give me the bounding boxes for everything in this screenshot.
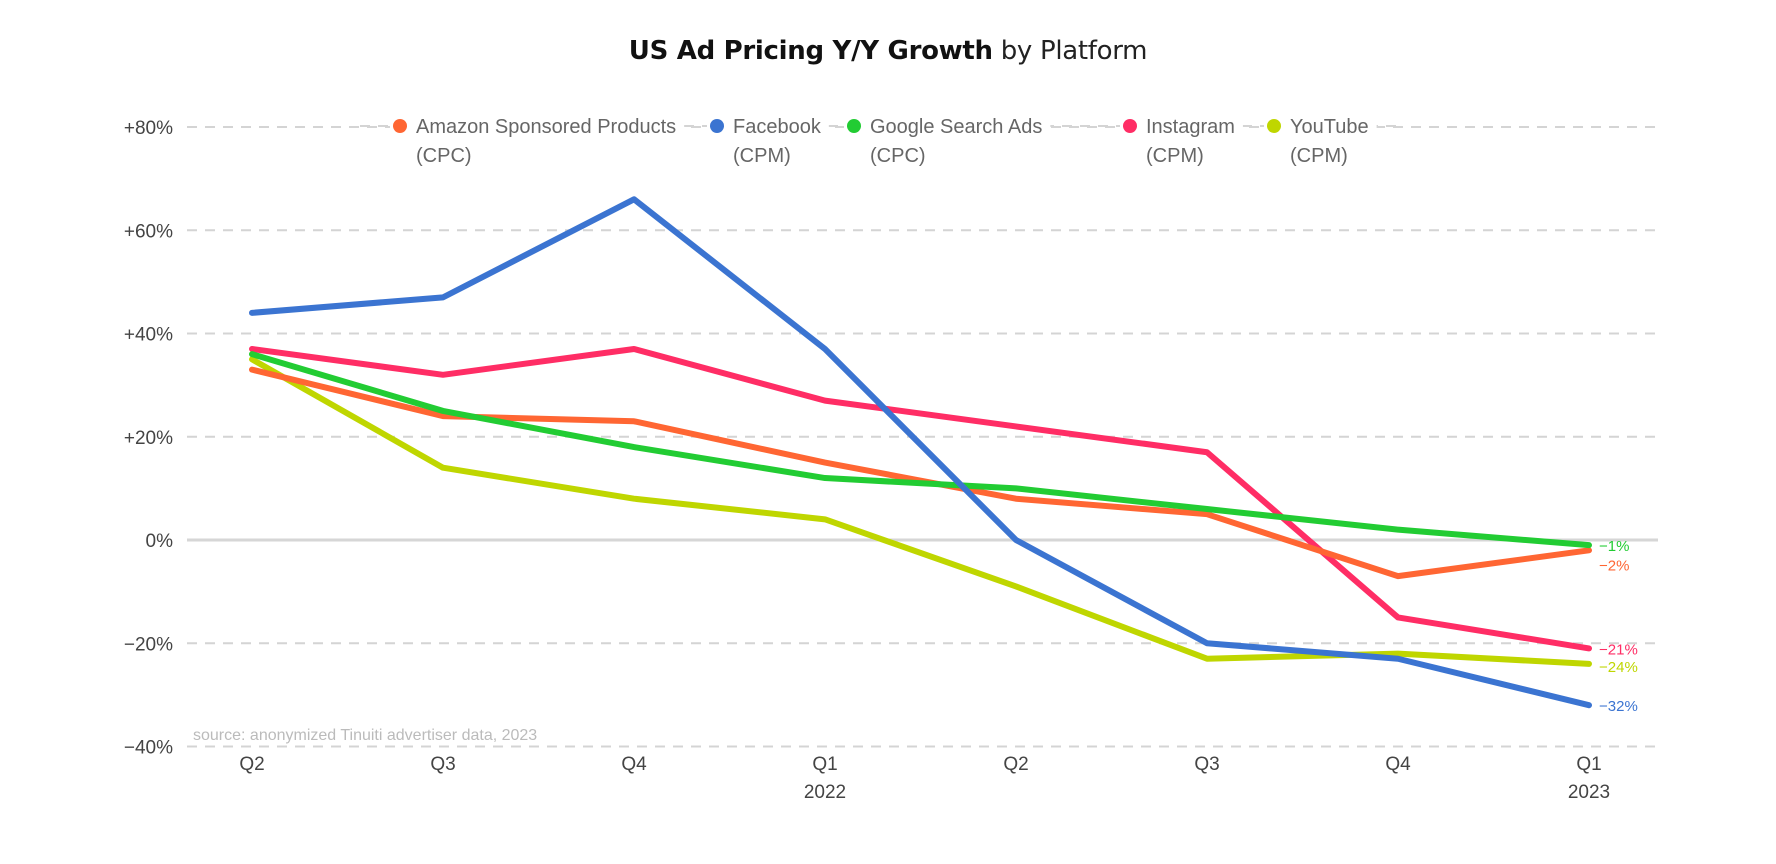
end-label: −21% — [1599, 641, 1638, 658]
x-tick-label: Q4 — [1385, 754, 1411, 775]
x-tick-label: Q3 — [1194, 754, 1219, 775]
legend-metric: (CPM) — [1290, 145, 1348, 167]
legend-item[interactable]: Amazon Sponsored Products (CPC) — [390, 112, 685, 167]
gridlines — [187, 126, 1658, 748]
x-tick-year-label: 2022 — [804, 782, 846, 803]
legend-marker-icon — [710, 119, 724, 133]
end-label: −1% — [1599, 538, 1629, 555]
legend-metric: (CPM) — [1146, 145, 1204, 167]
legend-label: Facebook — [733, 116, 822, 138]
series-line-amazon-sponsored-products — [249, 366, 1592, 580]
legend-marker-icon — [847, 119, 861, 133]
legend-item-bg — [844, 112, 1051, 140]
legend-item[interactable]: YouTube (CPM) — [1264, 112, 1377, 167]
legend-label: Google Search Ads — [870, 116, 1042, 138]
x-axis: Q2 Q3 Q4 Q1 2022 Q2 Q3 Q4 Q1 2023 — [239, 754, 1610, 803]
legend-item-bg — [390, 112, 685, 140]
legend-item[interactable]: Instagram (CPM) — [1120, 112, 1243, 167]
x-tick-year-label: 2023 — [1568, 782, 1610, 803]
series-lines — [249, 196, 1592, 709]
y-tick-label: +80% — [124, 118, 173, 139]
legend-item-bg — [1264, 112, 1377, 140]
legend-item-bg — [707, 112, 829, 140]
legend-metric: (CPC) — [416, 145, 472, 167]
chart-title-main: US Ad Pricing Y/Y Growth — [628, 36, 993, 66]
legend-item[interactable]: Facebook (CPM) — [707, 112, 829, 167]
y-tick-label: 0% — [146, 531, 174, 552]
legend-item[interactable]: Google Search Ads (CPC) — [844, 112, 1051, 167]
x-tick-label: Q2 — [239, 754, 264, 775]
x-tick-label: Q2 — [1003, 754, 1028, 775]
source-note: source: anonymized Tinuiti advertiser da… — [193, 727, 537, 744]
legend-metric: (CPC) — [870, 145, 926, 167]
series-line-google-search-ads — [249, 351, 1592, 549]
legend-marker-icon — [1123, 119, 1137, 133]
end-labels: −2% −32% −1% −21%−24% — [1599, 538, 1638, 715]
legend-marker-icon — [393, 119, 407, 133]
series-line-youtube — [249, 356, 1592, 667]
legend-label: Instagram — [1146, 116, 1235, 138]
series-line-instagram — [249, 345, 1592, 652]
chart-title-suffix: by Platform — [1000, 36, 1148, 66]
series-line-facebook — [249, 196, 1592, 709]
y-tick-label: +40% — [124, 325, 173, 346]
end-label: −2% — [1599, 557, 1629, 574]
chart-title: US Ad Pricing Y/Y Growth by Platform — [0, 36, 1776, 66]
y-axis: +80% +60% +40% +20% 0% −20% −40% — [124, 118, 173, 759]
y-tick-label: +20% — [124, 428, 173, 449]
x-tick-label: Q4 — [621, 754, 647, 775]
y-tick-label: +60% — [124, 221, 173, 242]
legend-metric: (CPM) — [733, 145, 791, 167]
x-tick-label: Q1 — [812, 754, 837, 775]
legend-marker-icon — [1267, 119, 1281, 133]
y-tick-label: −20% — [124, 634, 173, 655]
y-tick-label: −40% — [124, 738, 173, 759]
x-tick-label: Q3 — [430, 754, 455, 775]
x-tick-label: Q1 — [1576, 754, 1601, 775]
end-label: −24% — [1599, 659, 1638, 676]
legend-item-bg — [1120, 112, 1243, 140]
legend-label: YouTube — [1290, 116, 1369, 138]
legend-label: Amazon Sponsored Products — [416, 116, 676, 138]
end-label: −32% — [1599, 698, 1638, 715]
legend: Amazon Sponsored Products (CPC) Facebook (C… — [360, 112, 1400, 167]
